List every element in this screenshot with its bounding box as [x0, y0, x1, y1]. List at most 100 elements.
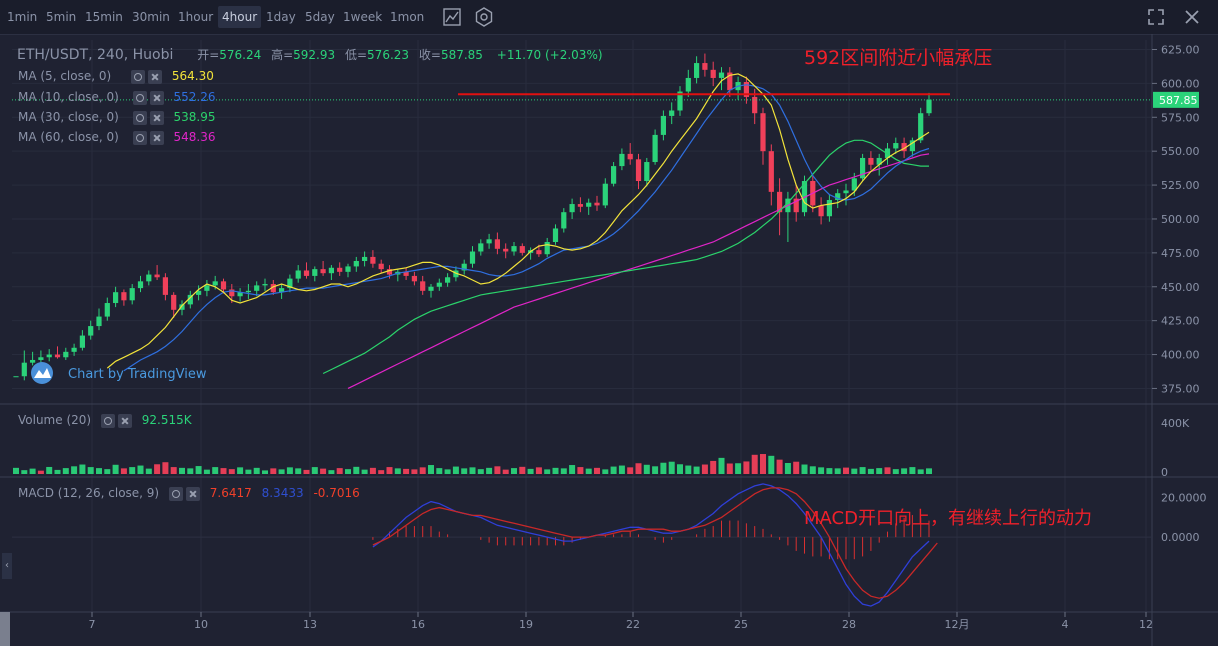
- volume-bar: [618, 465, 625, 474]
- timeframe-1day[interactable]: 1day: [266, 10, 296, 24]
- timeframe-15min[interactable]: 15min: [85, 10, 123, 24]
- candle-body: [552, 228, 559, 243]
- ma10-line: [123, 84, 930, 372]
- ma60-line: [347, 153, 930, 389]
- volume-bar: [403, 468, 410, 474]
- timeframe-toolbar: 1min 5min 15min 30min 1hour 4hour 1day 5…: [0, 0, 1218, 35]
- settings-icon[interactable]: [474, 7, 494, 27]
- collapse-panel-icon[interactable]: ‹: [2, 553, 12, 579]
- ma60-remove-icon[interactable]: [149, 130, 164, 145]
- macd-settings-icon[interactable]: [168, 486, 183, 501]
- candle-body: [710, 69, 716, 78]
- scroll-handle[interactable]: [0, 612, 10, 646]
- candle-body: [187, 294, 193, 305]
- ma5-settings-icon[interactable]: [131, 69, 146, 84]
- candle-body: [694, 63, 700, 78]
- volume-bar: [278, 469, 285, 474]
- ma5-remove-icon[interactable]: [148, 69, 163, 84]
- ma60-settings-icon[interactable]: [132, 130, 147, 145]
- volume-bar: [585, 468, 592, 474]
- timeframe-30min[interactable]: 30min: [132, 10, 170, 24]
- ma30-settings-icon[interactable]: [132, 110, 147, 125]
- ma30-remove-icon[interactable]: [149, 110, 164, 125]
- candle-body: [21, 362, 27, 377]
- volume-bar: [884, 467, 891, 474]
- volume-bar: [801, 464, 808, 474]
- ma10-remove-icon[interactable]: [149, 90, 164, 105]
- candle-body: [793, 198, 799, 213]
- candle-body: [46, 354, 52, 358]
- volume-settings-icon[interactable]: [100, 413, 115, 428]
- volume-bar: [378, 470, 385, 474]
- volume-bar: [303, 469, 310, 474]
- timeframe-5day[interactable]: 5day: [305, 10, 335, 24]
- candle-body: [503, 248, 509, 252]
- ma60-legend[interactable]: MA (60, close, 0) 548.36: [18, 130, 215, 145]
- volume-bar: [793, 461, 800, 474]
- volume-bar: [901, 468, 908, 474]
- candle-body: [494, 239, 500, 249]
- volume-bar: [220, 468, 227, 474]
- ma10-settings-icon[interactable]: [132, 90, 147, 105]
- volume-bar: [735, 463, 742, 474]
- low-value: 576.23: [367, 48, 410, 62]
- candle-body: [876, 157, 882, 165]
- close-icon[interactable]: [1182, 7, 1202, 27]
- candle-body: [229, 289, 235, 297]
- ma5-legend[interactable]: MA (5, close, 0) 564.30: [18, 69, 214, 84]
- volume-bar: [726, 463, 733, 474]
- volume-bar: [710, 460, 717, 474]
- candle-body: [909, 140, 915, 152]
- macd-legend[interactable]: MACD (12, 26, close, 9) 7.6417 8.3433 -0…: [18, 486, 360, 501]
- last-price-label: 587.85: [1159, 94, 1198, 107]
- time-tick-label: 12月: [945, 618, 970, 631]
- time-tick-label: 19: [519, 618, 533, 631]
- macd-value-1: 7.6417: [209, 486, 252, 500]
- volume-bar: [718, 457, 725, 474]
- volume-bar: [46, 466, 53, 474]
- candle-body: [702, 63, 708, 70]
- candle-body: [204, 285, 210, 291]
- timeframe-1min[interactable]: 1min: [7, 10, 38, 24]
- price-tick-label: 400.00: [1161, 349, 1200, 362]
- candle-body: [337, 267, 343, 272]
- volume-bar: [195, 466, 202, 474]
- volume-bar: [751, 454, 758, 474]
- volume-bar: [851, 468, 858, 474]
- tradingview-logo-icon: [34, 368, 51, 378]
- volume-bar: [112, 464, 119, 474]
- grid: [12, 40, 1152, 612]
- candle-body: [835, 193, 841, 200]
- volume-remove-icon[interactable]: [117, 413, 132, 428]
- timeframe-5min[interactable]: 5min: [46, 10, 77, 24]
- timeframe-4hour[interactable]: 4hour: [218, 6, 262, 28]
- timeframe-1hour[interactable]: 1hour: [178, 10, 214, 24]
- timeframe-1mon[interactable]: 1mon: [390, 10, 425, 24]
- chart-svg[interactable]: 625.00 600.00 575.00 550.00 525.00 500.00 475.…: [0, 34, 1218, 646]
- ma10-legend[interactable]: MA (10, close, 0) 552.26: [18, 90, 215, 105]
- volume-bar: [29, 468, 36, 474]
- resistance-layer: [12, 93, 1152, 101]
- volume-bar: [104, 469, 111, 474]
- candle-body: [486, 239, 492, 244]
- candle-body: [38, 357, 44, 360]
- time-tick-label: 4: [1062, 618, 1069, 631]
- indicator-icon[interactable]: [442, 7, 462, 27]
- timeframe-1week[interactable]: 1week: [343, 10, 383, 24]
- volume-bar: [295, 468, 302, 474]
- volume-legend[interactable]: Volume (20) 92.515K: [18, 413, 192, 428]
- macd-remove-icon[interactable]: [185, 486, 200, 501]
- candle-body: [752, 96, 758, 114]
- candle-body: [677, 91, 683, 111]
- volume-bar: [519, 466, 526, 474]
- fullscreen-icon[interactable]: [1146, 7, 1166, 27]
- open-value: 576.24: [219, 48, 262, 62]
- volume-bar: [54, 469, 61, 474]
- candle-body: [420, 281, 426, 291]
- volume-value: 92.515K: [141, 413, 192, 427]
- volume-bar: [452, 466, 459, 474]
- candle-body: [669, 110, 675, 116]
- candle-body: [279, 288, 285, 293]
- candle-body: [536, 250, 542, 255]
- ma30-legend[interactable]: MA (30, close, 0) 538.95: [18, 110, 215, 125]
